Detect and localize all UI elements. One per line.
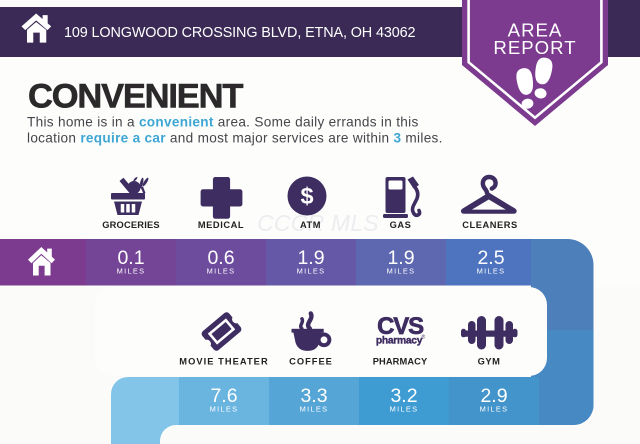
svg-text:GAS: GAS	[390, 220, 412, 230]
svg-text:COFFEE: COFFEE	[289, 357, 333, 367]
svg-text:3.3: 3.3	[300, 385, 327, 407]
svg-text:MILES: MILES	[300, 405, 329, 414]
svg-text:2.9: 2.9	[480, 385, 507, 407]
svg-text:2.5: 2.5	[477, 247, 504, 269]
svg-text:CONVENIENT: CONVENIENT	[28, 78, 243, 116]
svg-text:CLEANERS: CLEANERS	[462, 220, 518, 230]
svg-text:MILES: MILES	[210, 405, 239, 414]
svg-text:1.9: 1.9	[387, 247, 414, 269]
svg-text:MEDICAL: MEDICAL	[198, 220, 244, 230]
svg-text:location require a car and mos: location require a car and most major se…	[27, 131, 443, 146]
svg-text:GYM: GYM	[478, 357, 501, 367]
svg-text:ATM: ATM	[300, 220, 321, 230]
svg-text:MOVIE THEATER: MOVIE THEATER	[179, 357, 268, 367]
svg-text:MILES: MILES	[477, 267, 506, 276]
svg-text:MILES: MILES	[117, 267, 146, 276]
svg-text:MILES: MILES	[297, 267, 326, 276]
svg-text:MILES: MILES	[207, 267, 236, 276]
svg-text:MILES: MILES	[387, 267, 416, 276]
svg-text:MILES: MILES	[480, 405, 509, 414]
svg-text:This home is in a convenient a: This home is in a convenient area. Some …	[27, 115, 419, 130]
svg-text:pharmacy: pharmacy	[376, 336, 423, 347]
svg-text:AREA: AREA	[508, 20, 563, 41]
svg-text:REPORT: REPORT	[493, 37, 576, 58]
svg-text:CVS: CVS	[377, 313, 424, 340]
svg-text:®: ®	[422, 334, 426, 341]
svg-text:0.6: 0.6	[207, 247, 234, 269]
svg-text:GROCERIES: GROCERIES	[102, 220, 160, 230]
svg-text:3.2: 3.2	[390, 385, 417, 407]
svg-text:CCCR MLS: CCCR MLS	[257, 210, 379, 236]
svg-text:$: $	[300, 183, 313, 209]
svg-text:MILES: MILES	[390, 405, 419, 414]
svg-text:PHARMACY: PHARMACY	[373, 357, 428, 367]
svg-text:1.9: 1.9	[297, 247, 324, 269]
svg-text:0.1: 0.1	[117, 247, 144, 269]
svg-text:109 LONGWOOD CROSSING BLVD, ET: 109 LONGWOOD CROSSING BLVD, ETNA, OH 430…	[64, 25, 415, 41]
svg-text:7.6: 7.6	[210, 385, 237, 407]
